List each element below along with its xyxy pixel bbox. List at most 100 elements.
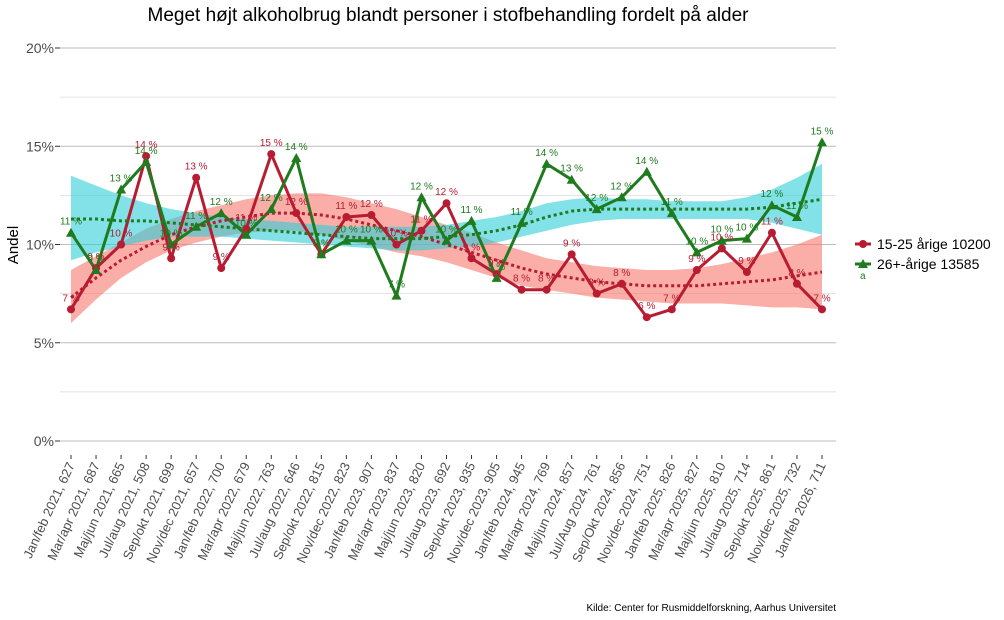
data-label: 6 %: [638, 301, 655, 312]
data-point-series-1: [741, 233, 752, 243]
data-label: 11 %: [761, 217, 783, 228]
data-label: 11 %: [661, 197, 683, 208]
data-point-series-1: [691, 247, 702, 257]
data-point-series-1: [291, 153, 302, 162]
data-label: 12 %: [410, 181, 433, 192]
data-point-series-0: [192, 173, 201, 182]
data-label: 14 %: [135, 146, 158, 157]
data-point-series-1: [191, 221, 202, 231]
data-point-series-1: [416, 192, 427, 202]
data-point-series-0: [467, 254, 476, 263]
y-tick-label: 0%: [34, 433, 54, 449]
data-label: 12 %: [285, 197, 308, 208]
data-point-series-1: [91, 265, 101, 274]
data-point-series-0: [617, 279, 626, 288]
data-point-series-1: [166, 239, 177, 249]
data-point-series-0: [217, 264, 226, 273]
data-label: 10 %: [385, 229, 408, 240]
data-labels: 7 % 9 % 10 % 14 % 9 % 13 % 9 % 11 % 15 % 12 % 9 % 1…: [60, 126, 834, 312]
data-point-series-1: [66, 227, 76, 237]
data-label: 13 %: [560, 164, 583, 175]
data-point-series-1: [616, 192, 627, 202]
data-point-series-1: [466, 215, 477, 225]
data-label: 7 %: [62, 293, 79, 304]
data-point-series-0: [592, 289, 601, 298]
legend-key-marker: [859, 240, 867, 248]
data-label: 9 %: [688, 254, 705, 265]
y-axis-label: Andel: [5, 226, 22, 264]
data-label: 9 %: [463, 242, 480, 253]
data-label: 8 %: [613, 268, 630, 279]
data-label: 14 %: [535, 148, 558, 159]
confidence-bands: [71, 163, 822, 324]
data-label: 11 %: [786, 201, 808, 212]
chart-title: Meget højt alkoholbrug blandt personer i…: [148, 5, 750, 26]
data-point-series-0: [417, 226, 426, 235]
data-point-series-0: [517, 285, 526, 294]
data-label: 11 %: [60, 217, 82, 228]
legend-label: 15-25 årige 10200: [877, 236, 991, 252]
data-point-series-1: [116, 184, 127, 194]
data-label: 9 %: [313, 238, 330, 249]
data-point-series-1: [491, 272, 502, 282]
data-label: 11 %: [235, 213, 257, 224]
data-label: 10 %: [110, 229, 133, 240]
data-point-series-1: [792, 212, 802, 221]
data-label: 12 %: [610, 181, 633, 192]
data-label: 9 %: [87, 252, 104, 263]
data-point-series-0: [392, 240, 401, 249]
data-point-series-0: [242, 224, 251, 233]
data-label: 8 %: [588, 278, 605, 289]
data-label: 12 %: [210, 197, 233, 208]
data-point-series-1: [817, 137, 827, 147]
data-point-series-1: [266, 204, 277, 214]
data-label: 8 %: [788, 268, 805, 279]
data-label: 9 %: [213, 252, 230, 263]
data-point-series-1: [141, 157, 152, 166]
data-label: 15 %: [811, 126, 834, 137]
data-point-series-0: [742, 268, 751, 277]
data-label: 9 %: [563, 238, 580, 249]
y-axis-ticks: 0% 5% 10% 15% 20%: [26, 40, 60, 449]
data-point-series-1: [666, 208, 677, 218]
data-point-series-0: [292, 209, 301, 218]
data-point-series-1: [441, 235, 452, 245]
data-point-series-0: [692, 266, 701, 275]
data-point-series-0: [767, 228, 776, 237]
data-label: 11 %: [410, 215, 432, 226]
data-label: 8 %: [488, 262, 505, 273]
data-point-series-0: [542, 285, 551, 294]
y-tick-label: 10%: [26, 237, 54, 253]
data-point-series-1: [566, 174, 577, 184]
data-point-series-1: [641, 166, 652, 176]
data-label: 12 %: [585, 193, 608, 204]
data-label: 13 %: [185, 162, 208, 173]
data-label: 10 %: [710, 225, 733, 236]
data-point-series-1: [241, 229, 252, 239]
data-point-series-1: [216, 208, 227, 218]
data-point-series-1: [341, 235, 352, 245]
data-label: 11 %: [185, 211, 207, 222]
data-label: 13 %: [110, 173, 133, 184]
data-point-series-0: [792, 279, 801, 288]
legend-key-marker: [858, 259, 868, 268]
data-label: 8 %: [538, 274, 555, 285]
y-tick-label: 15%: [26, 138, 54, 154]
data-label: 9 %: [488, 258, 505, 269]
data-label: 10 %: [360, 225, 383, 236]
data-label: 11 %: [461, 205, 483, 216]
data-point-series-1: [716, 235, 727, 245]
data-label: 9 %: [163, 242, 180, 253]
data-point-series-0: [567, 250, 576, 259]
data-label: 11 %: [335, 201, 357, 212]
data-point-series-0: [267, 150, 276, 159]
data-label: 14 %: [635, 156, 658, 167]
data-label: 10 %: [710, 232, 733, 243]
data-point-series-1: [391, 290, 402, 300]
data-label: 11 %: [511, 207, 533, 218]
data-label: 7 %: [813, 293, 830, 304]
series-markers: [66, 137, 827, 322]
data-point-series-1: [366, 235, 377, 245]
